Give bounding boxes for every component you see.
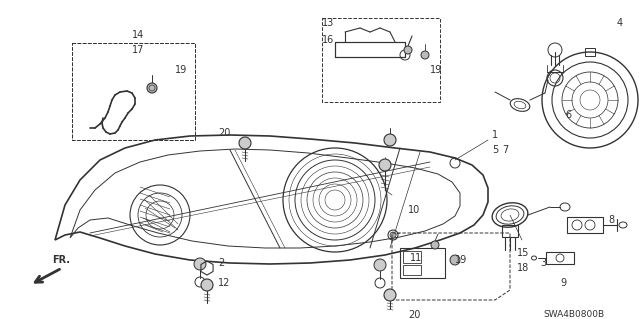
Circle shape: [404, 46, 412, 54]
Text: 19: 19: [455, 255, 467, 265]
Text: FR.: FR.: [52, 255, 70, 265]
Bar: [567, 217, 603, 233]
Text: 3: 3: [540, 258, 546, 268]
Text: 14: 14: [132, 30, 144, 40]
Text: 1: 1: [492, 130, 498, 140]
Circle shape: [384, 289, 396, 301]
Text: 5: 5: [492, 145, 499, 155]
Text: 8: 8: [608, 215, 614, 225]
Circle shape: [450, 255, 460, 265]
Circle shape: [374, 259, 386, 271]
Text: 19: 19: [430, 65, 442, 75]
Bar: [502, 225, 518, 237]
Bar: [403, 251, 421, 263]
Text: 2: 2: [218, 258, 224, 268]
Text: 12: 12: [218, 278, 230, 288]
Circle shape: [147, 83, 157, 93]
Text: 9: 9: [560, 278, 566, 288]
Text: 20: 20: [218, 128, 230, 138]
Bar: [400, 248, 445, 278]
Text: 19: 19: [175, 65, 188, 75]
Bar: [335, 42, 405, 57]
Text: 17: 17: [132, 45, 145, 55]
Bar: [585, 48, 595, 56]
Circle shape: [421, 51, 429, 59]
Circle shape: [201, 279, 213, 291]
Text: 7: 7: [502, 145, 508, 155]
Text: 4: 4: [617, 18, 623, 28]
Circle shape: [239, 137, 251, 149]
Circle shape: [390, 232, 396, 238]
Circle shape: [431, 241, 439, 249]
Text: 20: 20: [408, 310, 420, 319]
Text: 6: 6: [565, 110, 571, 120]
Circle shape: [384, 134, 396, 146]
Text: 11: 11: [410, 253, 422, 263]
Text: 18: 18: [517, 263, 529, 273]
Text: 10: 10: [408, 205, 420, 215]
Bar: [72, 43, 195, 140]
Circle shape: [194, 258, 206, 270]
Text: SWA4B0800B: SWA4B0800B: [543, 310, 604, 319]
Text: 16: 16: [322, 35, 334, 45]
Bar: [403, 265, 421, 275]
Bar: [546, 252, 574, 264]
Text: 13: 13: [322, 18, 334, 28]
Circle shape: [379, 159, 391, 171]
Bar: [335, 42, 405, 57]
Text: 15: 15: [517, 248, 529, 258]
